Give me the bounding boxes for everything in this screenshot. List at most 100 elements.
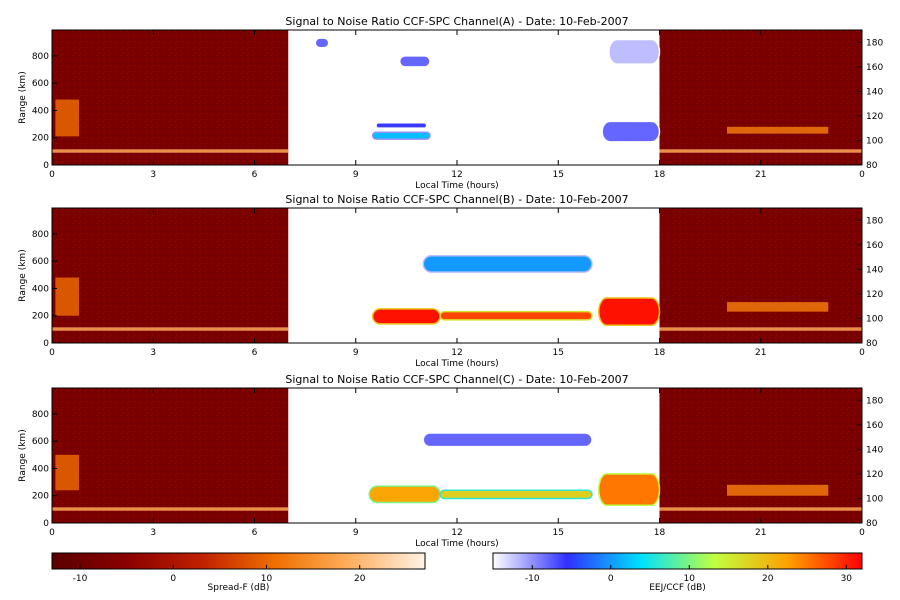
- colorbar-tick-label: 20: [354, 574, 366, 584]
- spread-f-echo: [55, 454, 79, 491]
- spread-f-echo: [659, 149, 862, 153]
- y2-tick-label: 140: [866, 87, 883, 97]
- y2-tick-label: 180: [866, 38, 883, 48]
- x-tick-label: 9: [353, 528, 359, 538]
- colorbar-tick-label: -10: [73, 574, 88, 584]
- y2-tick-label: 160: [866, 421, 883, 431]
- colorbars: -10 0 10 20 Spread-F (dB) -10 0 10 20 30 EEJ/CCF (…: [51, 552, 863, 593]
- y-axis-label: Range (km): [18, 71, 28, 123]
- y-tick-label: 600: [32, 79, 49, 89]
- y-tick-label: 800: [32, 410, 49, 420]
- eej-echo: [608, 38, 661, 65]
- x-axis-label: Local Time (hours): [415, 539, 498, 549]
- y-tick-label: 0: [43, 161, 49, 171]
- colorbar-tick-label: 0: [170, 574, 176, 584]
- y-tick-label: 400: [32, 284, 49, 294]
- spread-f-echo: [52, 149, 289, 153]
- spread-f-echo: [55, 99, 79, 137]
- y-tick-label: 0: [43, 519, 49, 529]
- y2-tick-label: 140: [866, 445, 883, 455]
- y-tick-label: 800: [32, 230, 49, 240]
- spread-f-block: [52, 388, 289, 523]
- spread-f-echo: [727, 302, 829, 312]
- y-tick-label: 200: [32, 134, 49, 144]
- eej-echo: [368, 485, 441, 504]
- x-tick-label: 21: [755, 348, 766, 358]
- y2-tick-label: 100: [866, 136, 883, 146]
- panel-title: Signal to Noise Ratio CCF-SPC Channel(C)…: [285, 373, 628, 386]
- y2-tick-label: 80: [866, 161, 878, 171]
- eej-echo: [439, 310, 593, 321]
- x-tick-label: 15: [553, 170, 564, 180]
- eej-echo: [398, 55, 431, 68]
- colorbar-gradient: [492, 552, 863, 570]
- colorbar-eej: -10 0 10 20 30 EEJ/CCF (dB): [492, 552, 863, 593]
- x-tick-label: 3: [150, 170, 156, 180]
- spread-f-block: [659, 30, 862, 165]
- eej-echo: [422, 432, 593, 448]
- y-tick-label: 400: [32, 464, 49, 474]
- panels: 0 3 6 9 12 15 18 21 0020040060080080100120140160…: [18, 15, 883, 549]
- eej-echo: [314, 37, 330, 49]
- y2-tick-label: 180: [866, 396, 883, 406]
- y2-tick-label: 120: [866, 470, 883, 480]
- eej-echo: [422, 254, 593, 273]
- eej-echo: [375, 121, 428, 129]
- panel-title: Signal to Noise Ratio CCF-SPC Channel(A)…: [285, 15, 628, 28]
- colorbar-tick-label: -10: [525, 574, 540, 584]
- x-tick-label: 12: [451, 170, 462, 180]
- eej-echo: [598, 297, 661, 327]
- y-tick-label: 600: [32, 437, 49, 447]
- x-tick-label: 0: [49, 528, 55, 538]
- x-tick-label: 6: [252, 170, 258, 180]
- panel-a: 0 3 6 9 12 15 18 21 0020040060080080100120140160…: [18, 15, 883, 191]
- colorbar-tick-label: 20: [762, 574, 774, 584]
- spread-f-block: [52, 30, 289, 165]
- panel-c: 0 3 6 9 12 15 18 21 0020040060080080100120140160…: [18, 373, 883, 549]
- spread-f-echo: [55, 277, 79, 316]
- x-tick-label: 12: [451, 528, 462, 538]
- y2-tick-label: 120: [866, 112, 883, 122]
- y2-tick-label: 120: [866, 290, 883, 300]
- spread-f-echo: [659, 327, 862, 331]
- y-axis-label: Range (km): [18, 249, 28, 301]
- colorbar-label: Spread-F (dB): [208, 583, 270, 593]
- colorbar-tick-label: 10: [261, 574, 273, 584]
- colorbar-tick-label: 10: [684, 574, 696, 584]
- x-tick-label: 15: [553, 348, 564, 358]
- colorbar-tick-label: 0: [608, 574, 614, 584]
- x-tick-label: 0: [49, 348, 55, 358]
- x-tick-label: 9: [353, 348, 359, 358]
- y-axis-label: Range (km): [18, 429, 28, 481]
- y2-tick-label: 100: [866, 494, 883, 504]
- x-tick-label: 0: [859, 170, 865, 180]
- spread-f-echo: [727, 484, 829, 496]
- spread-f-echo: [659, 507, 862, 511]
- eej-echo: [598, 473, 661, 507]
- colorbar-gradient: [51, 552, 426, 570]
- colorbar-spread-f: -10 0 10 20 Spread-F (dB): [51, 552, 426, 593]
- spread-f-echo: [727, 126, 829, 134]
- y-tick-label: 200: [32, 492, 49, 502]
- y2-tick-label: 80: [866, 339, 878, 349]
- colorbar-tick-label: 30: [841, 574, 853, 584]
- x-tick-label: 6: [252, 348, 258, 358]
- eej-echo: [601, 120, 661, 143]
- x-tick-label: 12: [451, 348, 462, 358]
- eej-echo: [439, 489, 593, 500]
- y-tick-label: 0: [43, 339, 49, 349]
- y-tick-label: 200: [32, 312, 49, 322]
- x-tick-label: 0: [859, 348, 865, 358]
- x-tick-label: 21: [755, 528, 766, 538]
- colorbar-label: EEJ/CCF (dB): [649, 583, 706, 593]
- x-axis-label: Local Time (hours): [415, 181, 498, 191]
- spread-f-block: [659, 388, 862, 523]
- spread-f-echo: [52, 327, 289, 331]
- y2-tick-label: 160: [866, 63, 883, 73]
- x-tick-label: 21: [755, 170, 766, 180]
- x-axis-label: Local Time (hours): [415, 359, 498, 369]
- spread-f-echo: [52, 507, 289, 511]
- y-tick-label: 400: [32, 106, 49, 116]
- y-tick-label: 800: [32, 52, 49, 62]
